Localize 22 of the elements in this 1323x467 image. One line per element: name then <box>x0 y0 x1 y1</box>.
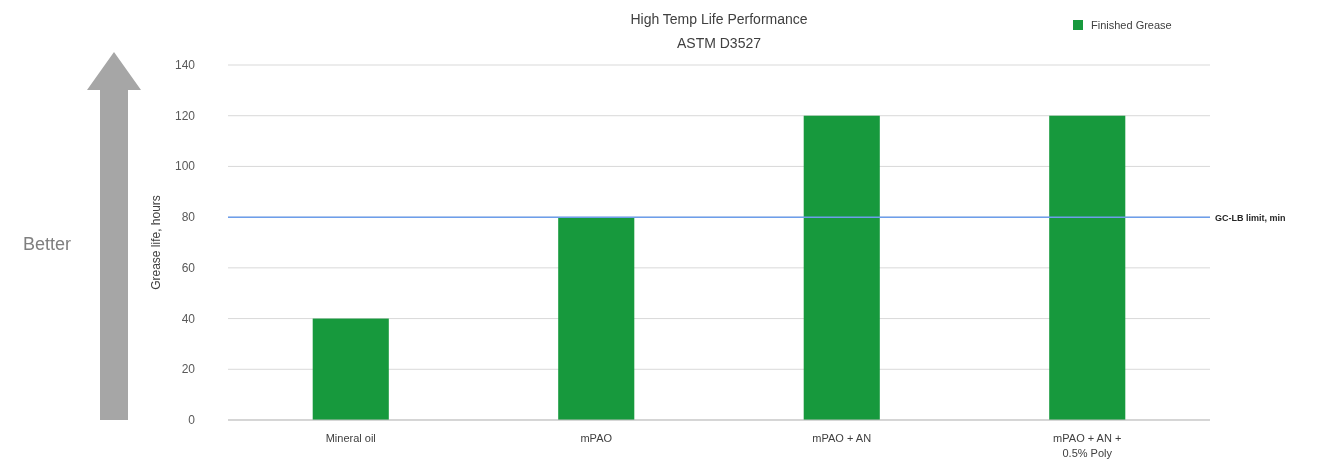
bar <box>558 217 635 420</box>
y-tick-label: 120 <box>174 108 196 123</box>
x-tick-label: mPAO + AN + 0.5% Poly <box>1053 432 1122 459</box>
y-tick-label: 80 <box>181 210 196 225</box>
chart-title: High Temp Life Performance <box>630 11 808 27</box>
y-tick-label: 140 <box>174 58 196 72</box>
y-tick-label: 40 <box>181 311 196 326</box>
text: Better <box>22 234 72 254</box>
ref-line-label: GC-LB limit, min <box>1215 213 1286 224</box>
x-tick-label: mPAO + AN <box>812 432 872 444</box>
bar <box>1049 115 1126 420</box>
x-tick-label: Mineral oil <box>325 432 376 444</box>
chart-subtitle: ASTM D3527 <box>676 35 762 51</box>
bar <box>312 318 389 420</box>
y-tick-label: 20 <box>181 362 196 377</box>
y-tick-label: 60 <box>181 260 196 275</box>
legend-label: Finished Grease <box>1091 19 1172 31</box>
bar <box>803 115 880 420</box>
y-axis-title: Grease life, hours <box>149 195 163 290</box>
x-tick-label: mPAO <box>580 432 613 444</box>
y-tick-label: 100 <box>174 159 196 174</box>
y-tick-label: 0 <box>188 413 196 427</box>
